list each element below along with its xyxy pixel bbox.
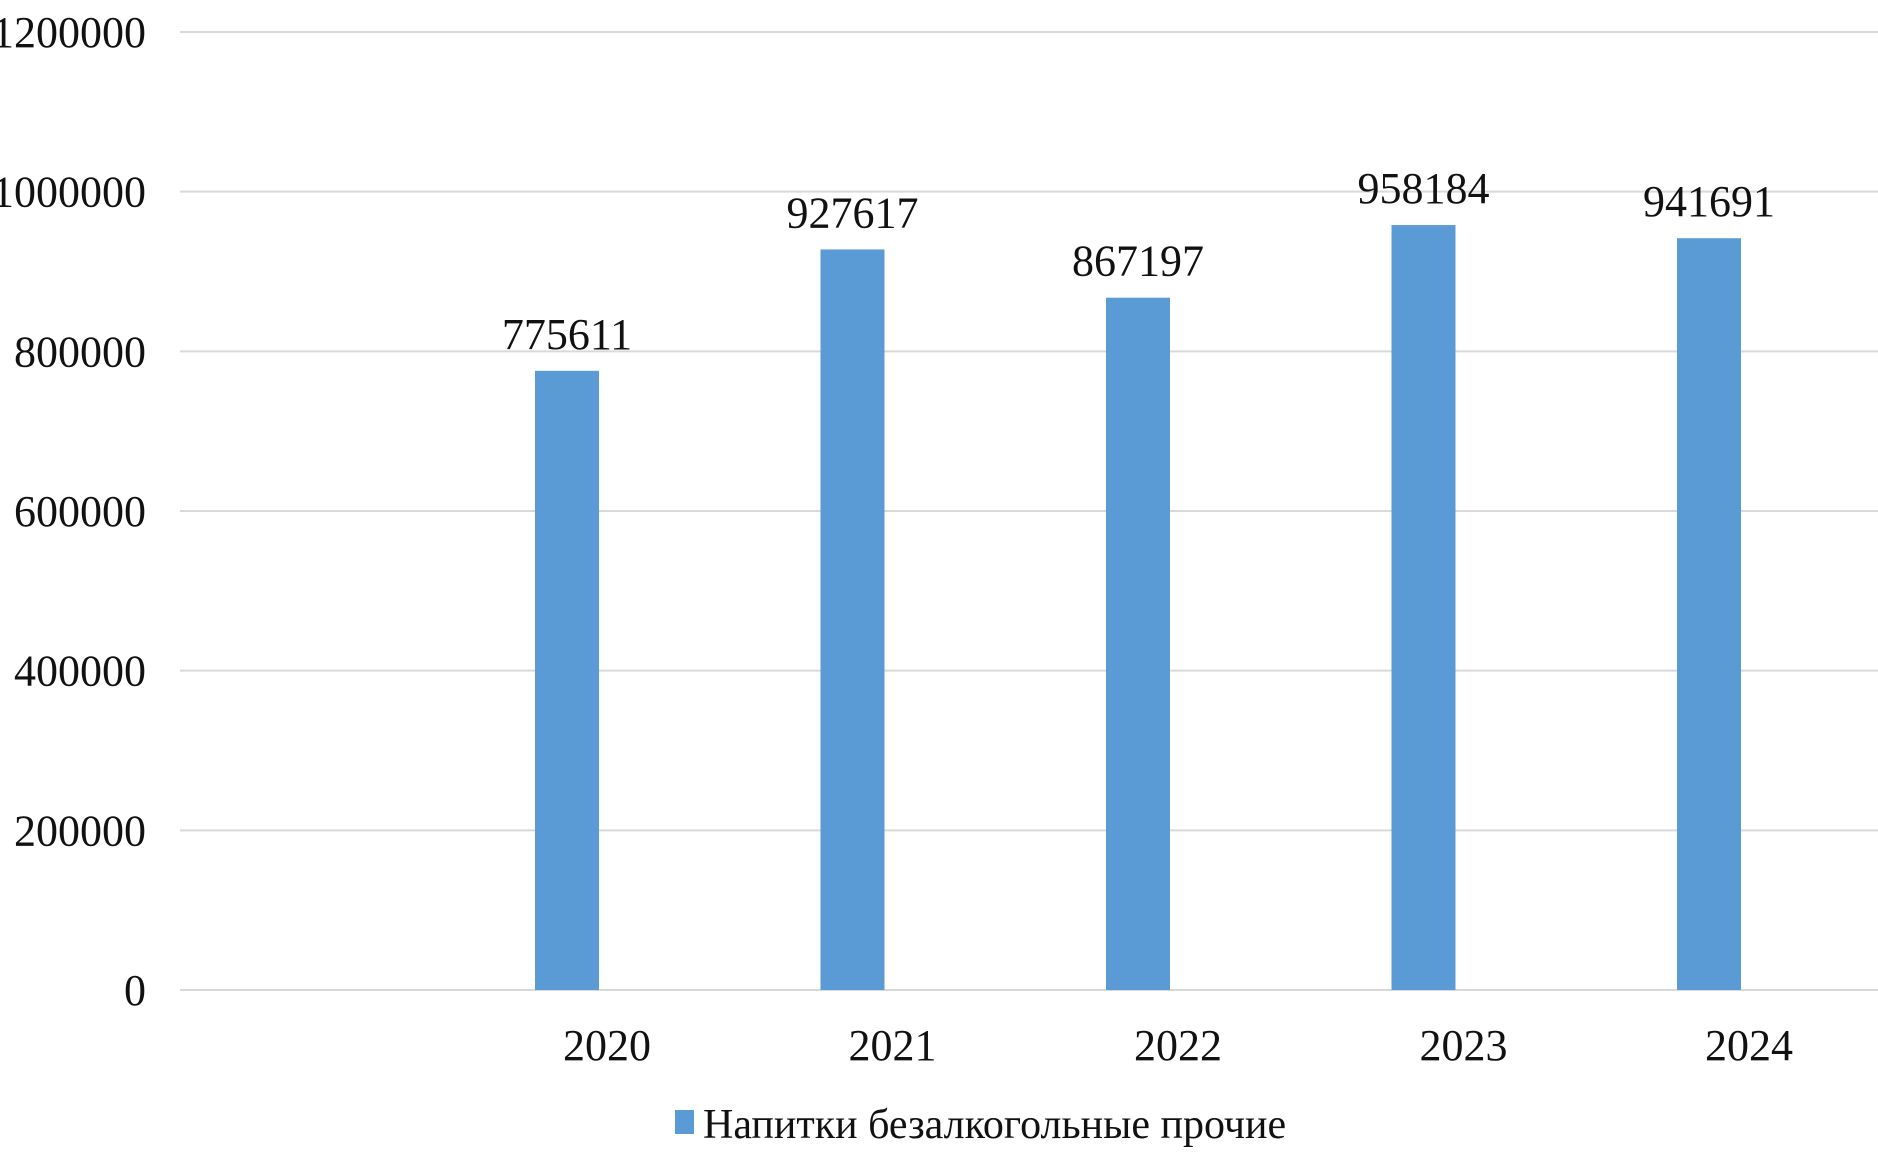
data-labels: 775611 927617 867197 958184 941691: [502, 164, 1775, 359]
data-label: 927617: [787, 188, 919, 237]
y-tick-label: 0: [124, 966, 146, 1015]
bars: [535, 225, 1741, 991]
data-label: 867197: [1072, 237, 1204, 286]
bar: [1391, 225, 1456, 990]
x-tick-label: 2023: [1420, 1021, 1508, 1070]
bar: [1106, 297, 1170, 990]
x-tick-label: 2020: [563, 1021, 651, 1070]
x-tick-label: 2024: [1705, 1021, 1793, 1070]
y-tick-label: 1000000: [0, 168, 146, 217]
legend-label: Напитки безалкогольные прочие: [703, 1102, 1286, 1148]
x-tick-label: 2022: [1134, 1021, 1222, 1070]
bar: [820, 249, 885, 991]
legend: Напитки безалкогольные прочие: [675, 1102, 1286, 1148]
data-label: 958184: [1358, 164, 1490, 213]
y-tick-label: 1200000: [0, 8, 146, 57]
bar: [1677, 238, 1741, 991]
y-tick-label: 400000: [14, 647, 146, 696]
data-label: 775611: [502, 310, 632, 359]
x-tick-label: 2021: [849, 1021, 937, 1070]
data-label: 941691: [1643, 177, 1775, 226]
y-axis-ticks: 0 200000 400000 600000 800000 1000000 1200000: [0, 8, 146, 1015]
gridlines: [180, 31, 1878, 991]
y-tick-label: 600000: [14, 487, 146, 536]
x-axis-ticks: 2020 2021 2022 2023 2024: [563, 1021, 1793, 1070]
legend-swatch: [675, 1110, 694, 1134]
bar: [535, 370, 599, 990]
y-tick-label: 200000: [14, 806, 146, 855]
y-tick-label: 800000: [14, 327, 146, 376]
